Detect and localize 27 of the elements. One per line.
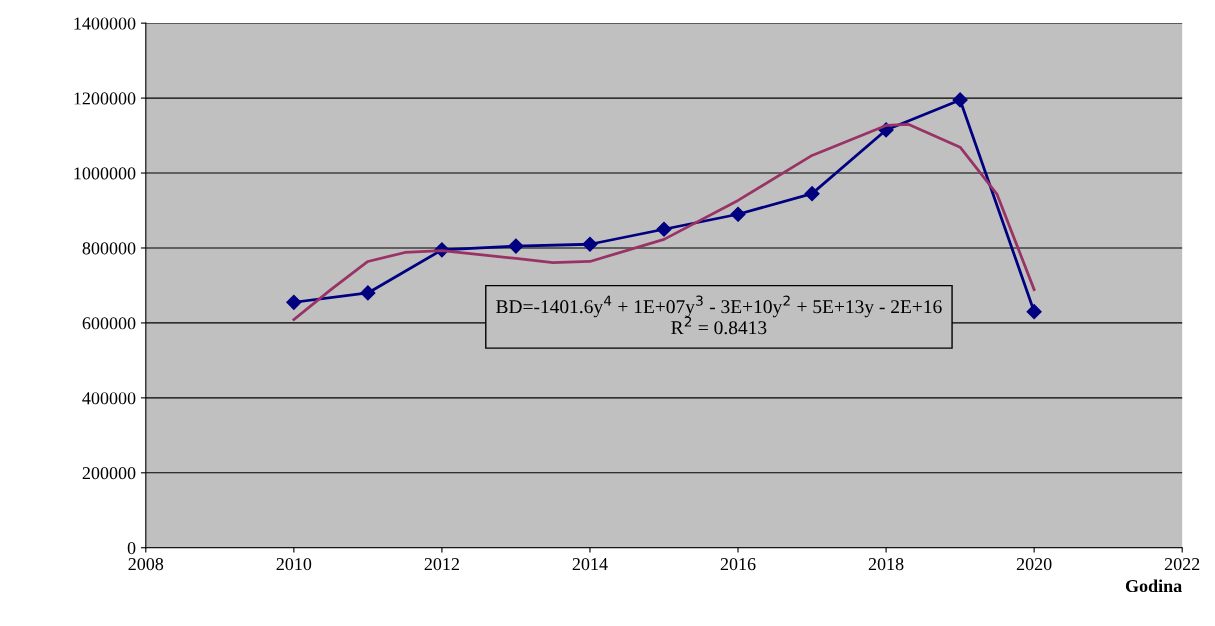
point	[656, 221, 672, 237]
x-tick-label: 2008	[128, 557, 164, 571]
text: BD=-1401.6y$^{4}$ + 1E+07y$^{3}$ - 3E+10y$^{2}$ + 5E+13y - 2E+16 R$^{2}$ = 0.8413	[496, 295, 942, 335]
x-tick-label: 2012	[424, 557, 459, 571]
y-tick-label: 1000000	[74, 167, 136, 180]
point	[730, 206, 746, 222]
x-tick-label: 2022	[1164, 557, 1200, 571]
point	[582, 236, 598, 252]
y-tick-label: 1400000	[74, 17, 136, 30]
x-tick-label: 2010	[276, 557, 312, 571]
y-tick-label: 400000	[82, 392, 136, 405]
point	[360, 285, 376, 301]
x-tick-label: 2018	[868, 557, 904, 571]
point	[286, 294, 302, 310]
point	[508, 238, 524, 254]
point	[1026, 304, 1042, 320]
y-tick-label: 1200000	[74, 92, 136, 105]
y-tick-label: 600000	[82, 317, 136, 330]
x-axis-title: Godina	[1125, 579, 1182, 593]
x-tick-label: 2014	[572, 557, 608, 571]
x-tick-label: 2020	[1016, 557, 1052, 571]
y-tick-label: 0	[127, 542, 136, 555]
y-tick-label: 800000	[82, 242, 136, 255]
point	[952, 92, 968, 108]
x-tick-label: 2016	[720, 557, 756, 571]
y-tick-label: 200000	[82, 467, 136, 480]
point	[804, 186, 820, 202]
